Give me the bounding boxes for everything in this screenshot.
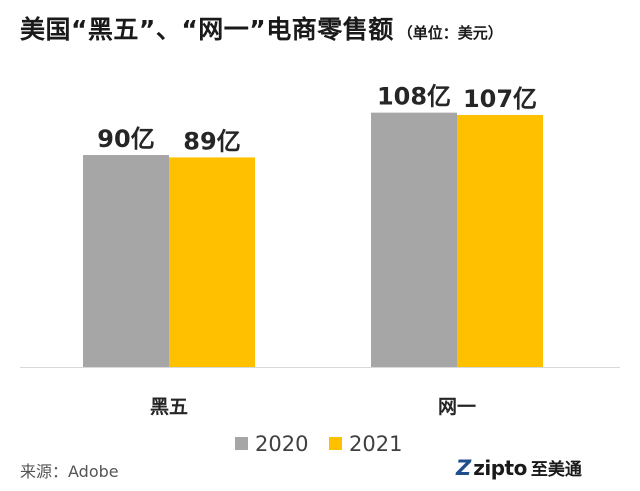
legend-label-2020: 2020 bbox=[255, 432, 308, 456]
bar-2021-1 bbox=[457, 115, 543, 367]
zipto-logo-icon: Z bbox=[456, 455, 472, 480]
category-label-0: 黑五 bbox=[150, 396, 188, 418]
logo-chinese-name: 至美通 bbox=[530, 460, 582, 480]
legend-label-2021: 2021 bbox=[349, 432, 402, 456]
data-label-2020-1: 108亿 bbox=[377, 83, 451, 111]
bar-2020-1 bbox=[371, 112, 457, 367]
chart-title: 美国“黑五”、“网一”电商零售额 bbox=[20, 15, 394, 44]
category-label-1: 网一 bbox=[438, 396, 476, 418]
legend-swatch-2021 bbox=[329, 437, 342, 450]
legend-swatch-2020 bbox=[235, 437, 248, 450]
zipto-logo: Z zipto 至美通 bbox=[456, 455, 582, 481]
logo-wordmark: zipto bbox=[473, 455, 527, 480]
source-note: 来源：Adobe bbox=[20, 462, 119, 481]
data-label-2021-0: 89亿 bbox=[183, 127, 240, 155]
data-label-2020-0: 90亿 bbox=[97, 125, 154, 153]
bar-2020-0 bbox=[83, 155, 169, 367]
data-label-2021-1: 107亿 bbox=[463, 85, 537, 113]
bar-2021-0 bbox=[169, 157, 255, 367]
chart-title-row: 美国“黑五”、“网一”电商零售额 （单位：美元） bbox=[20, 10, 503, 46]
unit-note: （单位：美元） bbox=[397, 24, 503, 42]
